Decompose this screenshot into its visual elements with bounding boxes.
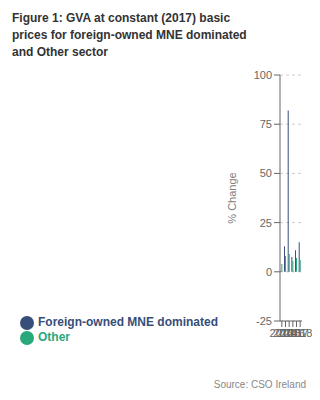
- html-text:Figure 1: GVA at constant (201: Figure 1: GVA at constant (2017) basic: [12, 11, 231, 25]
- svg-text:75: 75: [260, 118, 272, 130]
- html-text:Source: CSO Ireland: Source: CSO Ireland: [213, 379, 306, 390]
- svg-text:0: 0: [266, 266, 272, 278]
- svg-text:-25: -25: [256, 315, 272, 327]
- html-text:Other: Other: [38, 330, 70, 345]
- html-text:and Other sector: and Other sector: [12, 45, 108, 59]
- html-text:prices for foreign-owned MNE d: prices for foreign-owned MNE dominated: [12, 28, 247, 42]
- svg-text:100: 100: [254, 69, 272, 81]
- svg-text:2018: 2018: [288, 327, 312, 339]
- svg-text:% Change: % Change: [226, 172, 238, 223]
- svg-text:25: 25: [260, 217, 272, 229]
- svg-text:50: 50: [260, 167, 272, 179]
- html-text:Foreign-owned MNE dominated: Foreign-owned MNE dominated: [38, 315, 218, 330]
